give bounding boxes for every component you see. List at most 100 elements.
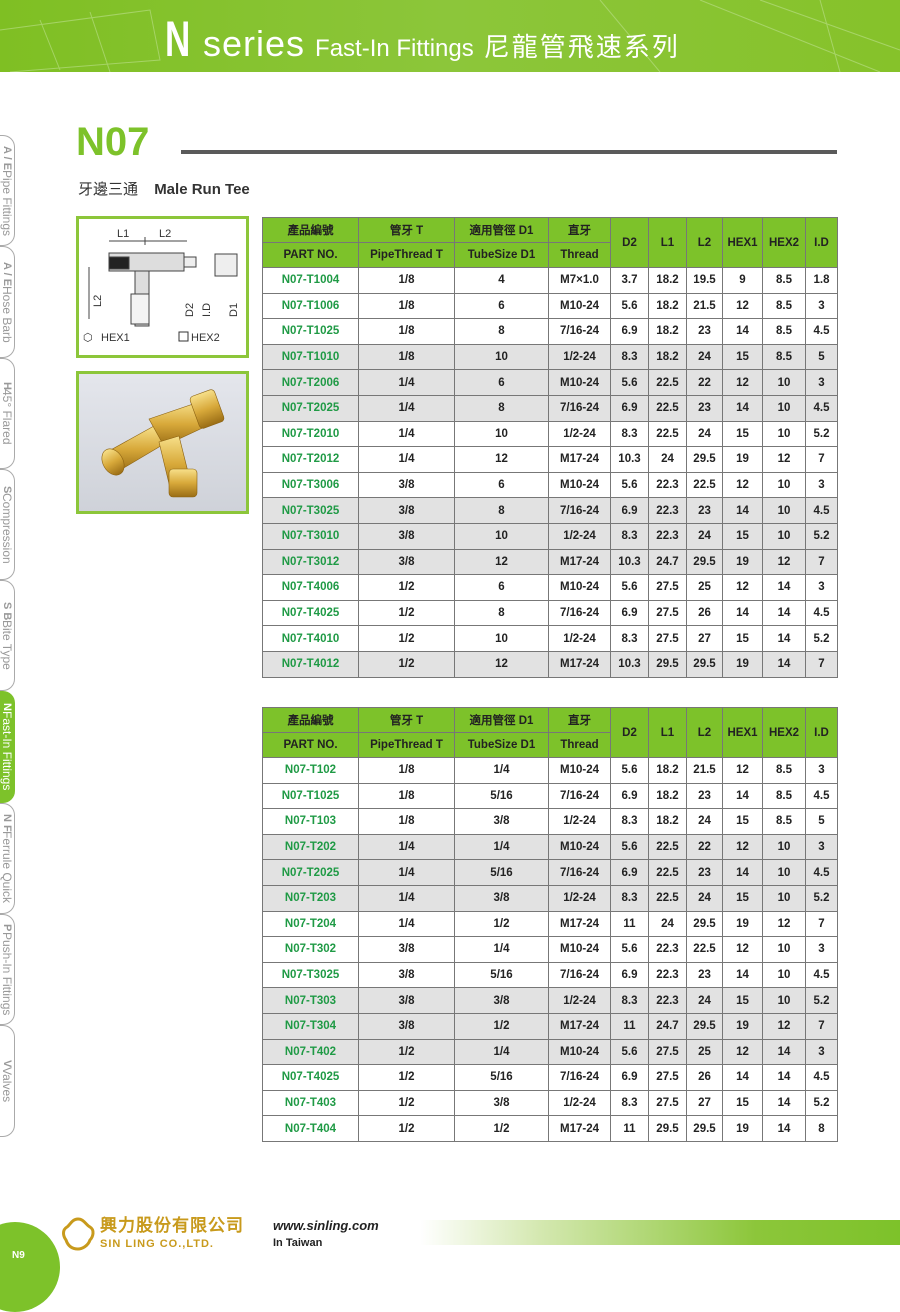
sidebar-tab-label: Fast-In Fittings <box>0 711 14 791</box>
sidebar-tab-label: 45° Flared <box>0 389 14 445</box>
table-cell: 12 <box>762 1012 806 1040</box>
table-cell: 3/8 <box>358 961 455 989</box>
table-cell: 21.5 <box>686 292 723 320</box>
table-cell: 22 <box>686 833 723 861</box>
part-number-cell: N07-T303 <box>262 987 359 1014</box>
table-cell: 1/4 <box>454 1038 549 1066</box>
column-header-dim: HEX2 <box>762 217 806 268</box>
part-number-cell: N07-T1010 <box>262 343 359 371</box>
table-cell: 1/2-24 <box>548 987 611 1014</box>
series-chinese: 尼龍管飛速系列 <box>483 32 680 62</box>
table-cell: 1/4 <box>358 884 455 912</box>
table-cell: 12 <box>722 369 763 396</box>
table-cell: 8.3 <box>610 884 649 912</box>
sidebar-tab[interactable]: P Push-In Fittings <box>0 914 15 1026</box>
sidebar-tab[interactable]: A / E Pipe Fittings <box>0 135 15 247</box>
table-cell: 3 <box>805 471 838 499</box>
part-number-cell: N07-T202 <box>262 833 359 861</box>
table-cell: 18.2 <box>648 757 687 784</box>
table-cell: 24.7 <box>648 548 687 576</box>
table-cell: 5.2 <box>805 987 838 1014</box>
table-cell: 5.6 <box>610 292 649 320</box>
column-header-dim: L2 <box>686 707 723 758</box>
column-header-cn: 直牙 <box>548 707 611 733</box>
table-cell: 10.3 <box>610 446 649 473</box>
table-cell: 10 <box>762 522 806 550</box>
table-cell: 5.2 <box>805 420 838 448</box>
sidebar-tab[interactable]: A / E Hose Barb <box>0 246 15 358</box>
table-row: N07-T1025 1/8 8 7/16-24 6.9 18.2 23 14 8.5 4.5 <box>262 318 838 345</box>
table-cell: 3 <box>805 369 838 396</box>
header-row: PART NO. PipeThread T TubeSize D1 Thread <box>262 732 838 758</box>
table-cell: 7 <box>805 1012 838 1040</box>
table-row: N07-T404 1/2 1/2 M17-24 11 29.5 29.5 19 14 8 <box>262 1115 838 1142</box>
column-header-dim: L2 <box>686 217 723 268</box>
table-cell: 10 <box>762 497 806 524</box>
part-number-cell: N07-T2025 <box>262 859 359 886</box>
column-header-dim: HEX2 <box>762 707 806 758</box>
table-row: N07-T403 1/2 3/8 1/2-24 8.3 27.5 27 15 14 5.2 <box>262 1089 838 1117</box>
table-cell: 8.5 <box>762 267 806 294</box>
title-rule <box>181 150 837 154</box>
table-cell: 14 <box>722 497 763 524</box>
table-cell: 15 <box>722 420 763 448</box>
table-cell: 24.7 <box>648 1012 687 1040</box>
sidebar-tab[interactable]: V Valves <box>0 1025 15 1137</box>
table-cell: 1/4 <box>358 420 455 448</box>
table-cell: 8.3 <box>610 987 649 1014</box>
table-cell: 25 <box>686 574 723 601</box>
table-cell: 14 <box>762 1089 806 1117</box>
product-name-en: Male Run Tee <box>154 181 250 198</box>
table-cell: 12 <box>762 446 806 473</box>
website-link[interactable]: www.sinling.com <box>273 1218 379 1233</box>
sidebar-tab[interactable]: S B Bite Type <box>0 580 15 692</box>
sidebar-tab[interactable]: N F Ferrule Quick <box>0 802 15 915</box>
table-cell: 8.3 <box>610 343 649 371</box>
table-cell: 10 <box>762 961 806 989</box>
sidebar-tab[interactable]: H 45° Flared <box>0 357 15 469</box>
sidebar-tab[interactable]: S Compression <box>0 468 15 581</box>
table-cell: 1/2 <box>454 1115 549 1142</box>
company-logo-icon <box>62 1217 95 1251</box>
company-name-en: SIN LING CO.,LTD. <box>100 1238 214 1250</box>
table-row: N07-T2006 1/4 6 M10-24 5.6 22.5 22 12 10 3 <box>262 369 838 396</box>
table-cell: 26 <box>686 1064 723 1091</box>
sidebar-tab[interactable]: N Fast-In Fittings <box>0 691 15 803</box>
table-cell: 6 <box>454 471 549 499</box>
table-cell: 4.5 <box>805 497 838 524</box>
table-cell: 14 <box>722 599 763 627</box>
table-cell: 14 <box>762 1115 806 1142</box>
sidebar-tab-label: Compression <box>0 492 14 564</box>
table-cell: 1/2 <box>358 599 455 627</box>
part-number-cell: N07-T302 <box>262 936 359 963</box>
table-row: N07-T1025 1/8 5/16 7/16-24 6.9 18.2 23 14 8.5 4.5 <box>262 782 838 810</box>
table-cell: 1/8 <box>358 782 455 810</box>
table-row: N07-T4025 1/2 5/16 7/16-24 6.9 27.5 26 14 14 4.5 <box>262 1064 838 1091</box>
table-cell: 8.5 <box>762 343 806 371</box>
sidebar-tab-code: H <box>1 381 13 390</box>
table-cell: 18.2 <box>648 782 687 810</box>
table-cell: 19.5 <box>686 267 723 294</box>
table-cell: 27.5 <box>648 625 687 652</box>
table-cell: 29.5 <box>648 1115 687 1142</box>
column-header-en: Thread <box>548 732 611 758</box>
table-cell: 10 <box>762 833 806 861</box>
table-cell: 1/8 <box>358 808 455 835</box>
table-cell: 12 <box>454 548 549 576</box>
column-header-cn: 直牙 <box>548 217 611 243</box>
part-number-cell: N07-T203 <box>262 884 359 912</box>
table-cell: 12 <box>722 1038 763 1066</box>
table-cell: 1/4 <box>358 910 455 938</box>
table-cell: 15 <box>722 522 763 550</box>
column-header-en: TubeSize D1 <box>454 732 549 758</box>
table-cell: 4.5 <box>805 961 838 989</box>
part-number-cell: N07-T2006 <box>262 369 359 396</box>
table-cell: 24 <box>686 987 723 1014</box>
table-row: N07-T203 1/4 3/8 1/2-24 8.3 22.5 24 15 10 5.2 <box>262 884 838 912</box>
table-cell: 12 <box>722 471 763 499</box>
table-cell: 14 <box>762 625 806 652</box>
page-corner-tab <box>0 1222 60 1312</box>
table-cell: 11 <box>610 1115 649 1142</box>
table-cell: 24 <box>648 910 687 938</box>
table-cell: 7/16-24 <box>548 394 611 422</box>
